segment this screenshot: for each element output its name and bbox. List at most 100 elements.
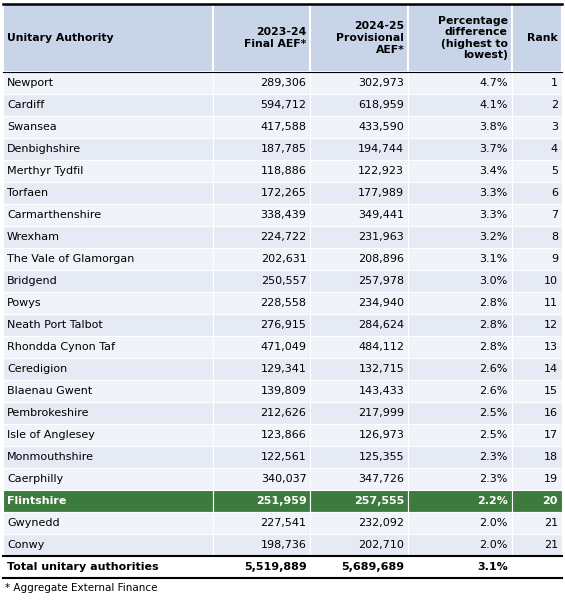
Text: 227,541: 227,541 [260,518,306,528]
Bar [212,556,310,578]
Bar [212,314,310,336]
Text: 250,557: 250,557 [260,276,306,286]
Text: Rhondda Cynon Taf: Rhondda Cynon Taf [7,342,115,352]
Bar [3,292,212,314]
Bar [212,490,310,512]
Text: 594,712: 594,712 [260,100,306,110]
Text: 347,726: 347,726 [358,474,405,484]
Bar [512,446,562,468]
Bar [310,336,408,358]
Bar [3,556,212,578]
Bar [3,402,212,424]
Bar [3,336,212,358]
Text: Bridgend: Bridgend [7,276,58,286]
Text: 20: 20 [542,496,558,506]
Text: 139,809: 139,809 [260,386,306,396]
Bar [310,512,408,534]
Text: Wrexham: Wrexham [7,232,60,242]
Text: 284,624: 284,624 [358,320,405,330]
Text: 187,785: 187,785 [260,144,306,154]
Text: 19: 19 [544,474,558,484]
Text: 2.5%: 2.5% [479,430,508,440]
Text: 231,963: 231,963 [359,232,405,242]
Bar [408,402,512,424]
Bar [310,292,408,314]
Bar [212,226,310,248]
Text: 126,973: 126,973 [358,430,405,440]
Bar [3,534,212,556]
Bar [512,402,562,424]
Bar [310,72,408,94]
Text: 433,590: 433,590 [359,122,405,132]
Text: 2.8%: 2.8% [479,298,508,308]
Bar [512,270,562,292]
Bar [212,424,310,446]
Text: 224,722: 224,722 [260,232,306,242]
Text: 338,439: 338,439 [260,210,306,220]
Text: Torfaen: Torfaen [7,188,48,198]
Bar [3,160,212,182]
Text: Rank: Rank [527,33,558,43]
Bar [3,116,212,138]
Text: 3.3%: 3.3% [480,210,508,220]
Bar [310,204,408,226]
Text: 12: 12 [544,320,558,330]
Text: 2.6%: 2.6% [479,364,508,374]
Bar [408,204,512,226]
Bar [512,424,562,446]
Text: 2024-25
Provisional
AEF*: 2024-25 Provisional AEF* [336,21,405,54]
Text: 3.3%: 3.3% [480,188,508,198]
Bar [310,490,408,512]
Text: Swansea: Swansea [7,122,57,132]
Bar [212,204,310,226]
Bar [512,358,562,380]
Bar [212,138,310,160]
Bar [310,468,408,490]
Text: 2.8%: 2.8% [479,342,508,352]
Text: 340,037: 340,037 [260,474,306,484]
Text: Blaenau Gwent: Blaenau Gwent [7,386,92,396]
Bar [3,248,212,270]
Bar [3,72,212,94]
Bar [512,226,562,248]
Text: 2.3%: 2.3% [479,452,508,462]
Bar [3,358,212,380]
Text: 3.8%: 3.8% [479,122,508,132]
Bar [310,402,408,424]
Text: 7: 7 [551,210,558,220]
Bar [212,358,310,380]
Text: 143,433: 143,433 [359,386,405,396]
Bar [512,248,562,270]
Bar [512,468,562,490]
Bar [310,138,408,160]
Text: 198,736: 198,736 [260,540,306,550]
Text: 132,715: 132,715 [359,364,405,374]
Text: 17: 17 [544,430,558,440]
Text: 3.1%: 3.1% [480,254,508,264]
Bar [408,270,512,292]
Bar [408,72,512,94]
Text: Pembrokeshire: Pembrokeshire [7,408,89,418]
Bar [512,4,562,72]
Text: 471,049: 471,049 [260,342,306,352]
Bar [212,72,310,94]
Text: 289,306: 289,306 [260,78,306,88]
Text: 3.7%: 3.7% [479,144,508,154]
Bar [3,512,212,534]
Text: 10: 10 [544,276,558,286]
Text: 16: 16 [544,408,558,418]
Text: 2.8%: 2.8% [479,320,508,330]
Bar [408,358,512,380]
Bar [212,248,310,270]
Text: 172,265: 172,265 [260,188,306,198]
Text: 2023-24
Final AEF*: 2023-24 Final AEF* [244,27,306,49]
Text: Powys: Powys [7,298,42,308]
Bar [3,182,212,204]
Text: Flintshire: Flintshire [7,496,66,506]
Text: 212,626: 212,626 [260,408,306,418]
Bar [212,336,310,358]
Text: 251,959: 251,959 [256,496,306,506]
Text: 13: 13 [544,342,558,352]
Bar [408,182,512,204]
Text: 4.7%: 4.7% [479,78,508,88]
